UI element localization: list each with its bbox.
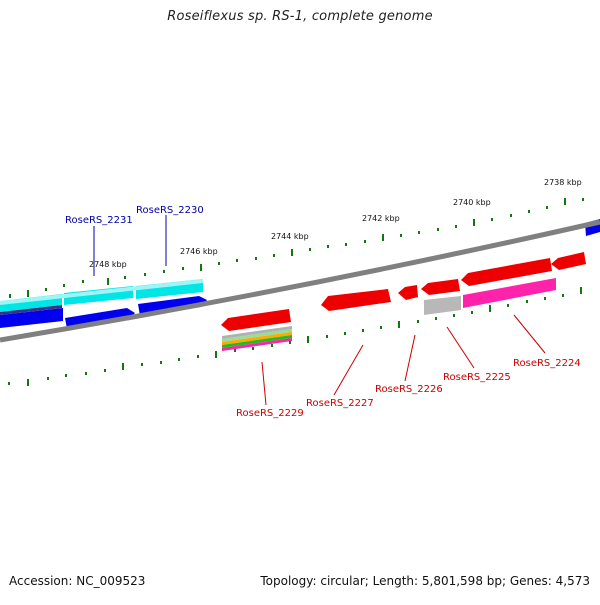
reverse-cds-track	[221, 252, 586, 331]
scale-label-2746: 2746 kbp	[180, 247, 218, 256]
gene-label-rosers-2224[interactable]: RoseRS_2224	[513, 358, 581, 369]
gene-label-rosers-2225[interactable]: RoseRS_2225	[443, 372, 511, 383]
scale-labels: 2738 kbp 2740 kbp 2742 kbp 2744 kbp 2746…	[89, 178, 582, 269]
gene-label-rosers-2231[interactable]: RoseRS_2231	[65, 215, 133, 226]
forward-gene-arrow[interactable]	[0, 308, 63, 328]
gene-label-rosers-2227[interactable]: RoseRS_2227	[306, 398, 374, 409]
forward-cds-dark-band	[0, 305, 62, 315]
reverse-gene-arrow[interactable]	[398, 285, 418, 300]
reverse-gene-labels: RoseRS_2229 RoseRS_2227 RoseRS_2226 Rose…	[236, 314, 581, 419]
reverse-gene-arrow[interactable]	[461, 258, 552, 286]
scale-label-2748: 2748 kbp	[89, 260, 127, 269]
reverse-gene-arrow[interactable]	[421, 279, 460, 295]
accession-text: Accession: NC_009523	[9, 574, 146, 588]
forward-feature-top-highlight	[0, 279, 203, 305]
map-title: Roseiflexus sp. RS-1, complete genome	[167, 9, 433, 24]
genome-backbone	[0, 219, 600, 343]
scale-label-2742: 2742 kbp	[362, 214, 400, 223]
forward-feature-track	[0, 279, 203, 312]
gene-label-rosers-2229[interactable]: RoseRS_2229	[236, 408, 304, 419]
reverse-gene-arrow[interactable]	[321, 289, 391, 311]
inner-tick-ring	[8, 287, 582, 386]
reverse-feature-track	[222, 278, 556, 351]
gene-label-rosers-2226[interactable]: RoseRS_2226	[375, 384, 443, 395]
outer-tick-ring	[9, 198, 584, 298]
genome-summary-text: Topology: circular; Length: 5,801,598 bp…	[260, 574, 590, 588]
scale-label-2740: 2740 kbp	[453, 198, 491, 207]
forward-gene-labels: RoseRS_2231 RoseRS_2230	[65, 205, 204, 276]
reverse-feature-block[interactable]	[424, 296, 461, 315]
reverse-feature-block[interactable]	[463, 278, 556, 308]
reverse-gene-arrow[interactable]	[221, 309, 291, 331]
multi-feature-stack[interactable]	[222, 326, 292, 351]
gene-label-rosers-2230[interactable]: RoseRS_2230	[136, 205, 204, 216]
scale-label-2744: 2744 kbp	[271, 232, 309, 241]
reverse-gene-arrow[interactable]	[551, 252, 586, 270]
scale-label-2738: 2738 kbp	[544, 178, 582, 187]
